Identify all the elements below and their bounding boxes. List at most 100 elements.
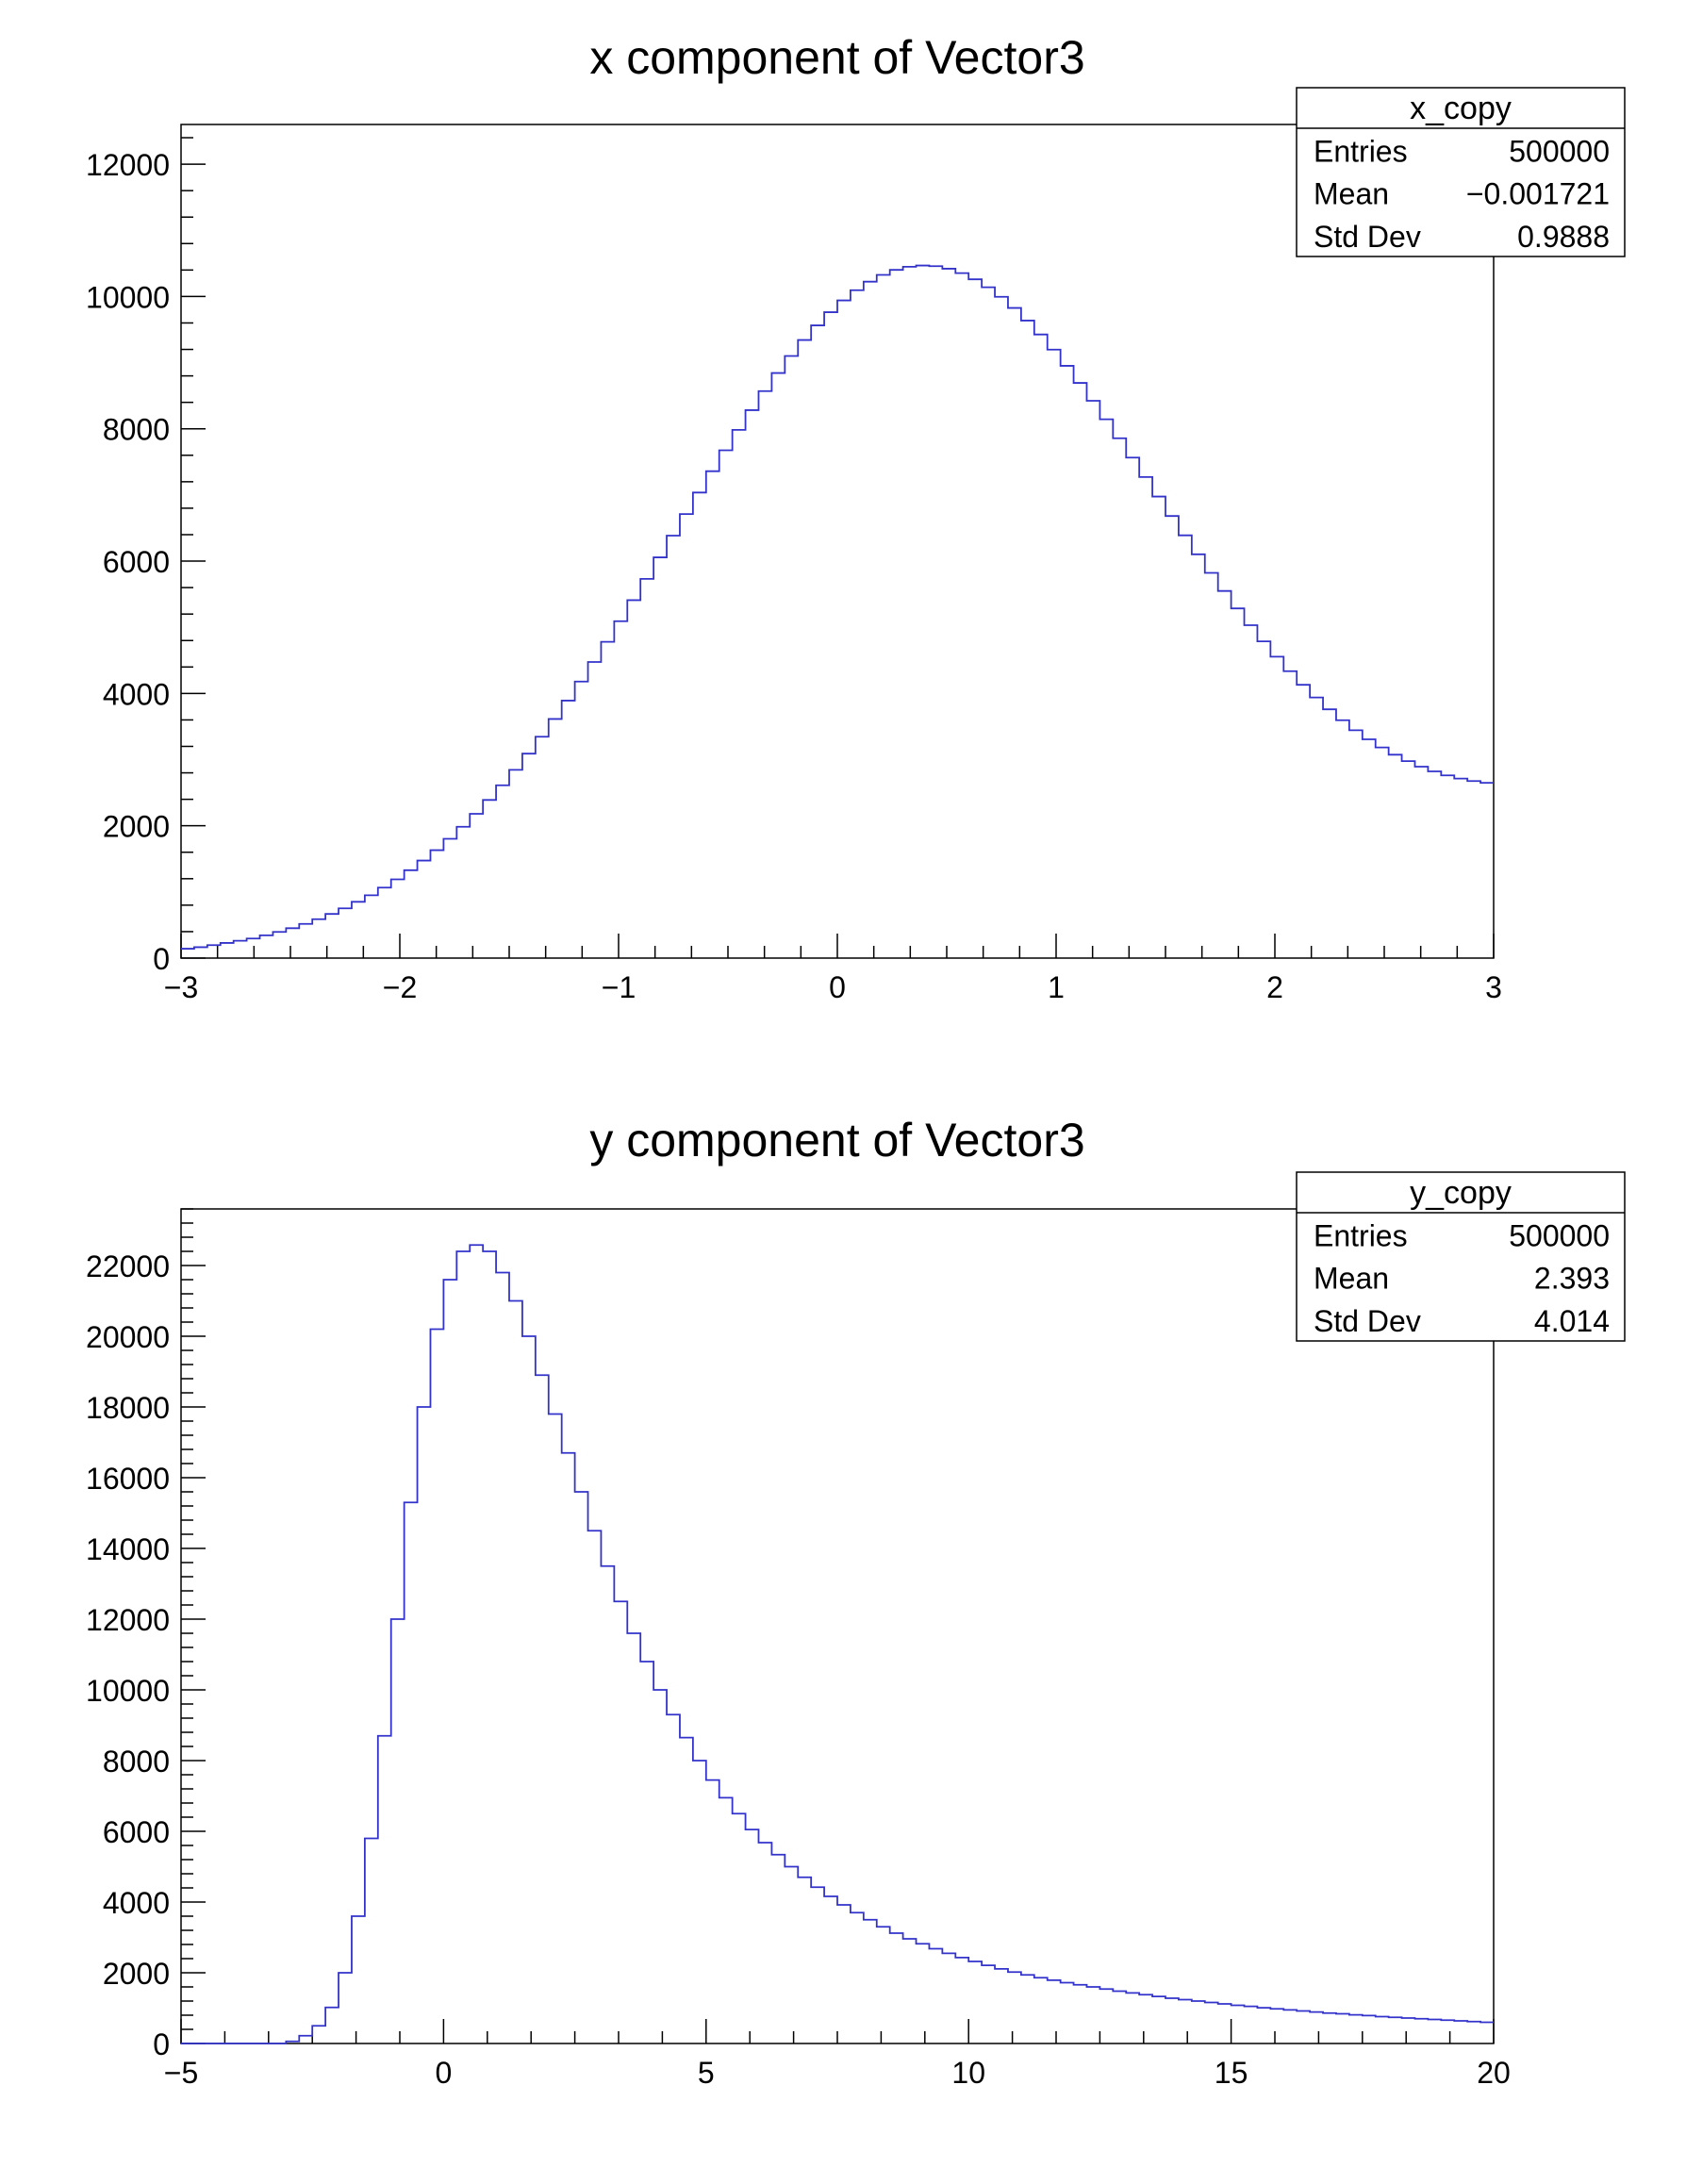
histogram-bin bbox=[1323, 709, 1336, 958]
y-tick-label: 18000 bbox=[86, 1391, 170, 1425]
histogram-bin bbox=[824, 1896, 837, 2043]
x-tick-label: 2 bbox=[1266, 970, 1283, 1004]
histogram-bin bbox=[378, 1736, 391, 2043]
histogram-bin bbox=[588, 1530, 602, 2043]
y-tick-label: 8000 bbox=[103, 413, 170, 447]
histogram-bin bbox=[1283, 2010, 1297, 2043]
stats-label: Entries bbox=[1314, 134, 1408, 168]
x-tick-label: 0 bbox=[829, 970, 846, 1004]
histogram-bin bbox=[418, 1407, 431, 2043]
histogram-bin bbox=[706, 1780, 719, 2043]
histogram-bin bbox=[443, 839, 456, 958]
histogram-bin bbox=[1270, 2009, 1283, 2043]
histogram-bin bbox=[614, 1601, 627, 2043]
y-tick-label: 8000 bbox=[103, 1745, 170, 1779]
histogram-bin bbox=[680, 1738, 693, 2043]
x-tick-label: 3 bbox=[1485, 970, 1502, 1004]
stats-value: 4.014 bbox=[1534, 1304, 1610, 1338]
histogram-bin bbox=[771, 373, 785, 958]
histogram-bin bbox=[1165, 1998, 1179, 2043]
histogram-bin bbox=[1099, 420, 1113, 958]
histogram-bin bbox=[601, 1566, 614, 2043]
stats-value: 0.9888 bbox=[1517, 220, 1610, 254]
histogram-bin bbox=[509, 1301, 522, 2044]
histogram-bin bbox=[1099, 1989, 1113, 2043]
histogram-bin bbox=[1363, 739, 1376, 958]
histogram-bin bbox=[837, 1905, 851, 2043]
stats-label: Mean bbox=[1314, 177, 1389, 211]
histogram-bin bbox=[968, 1961, 982, 2043]
histogram-bin bbox=[365, 1839, 378, 2044]
histogram-bin bbox=[339, 908, 352, 958]
histogram-bin bbox=[456, 1251, 470, 2043]
histogram-bin bbox=[312, 2026, 325, 2043]
histogram-line bbox=[181, 264, 1494, 950]
histogram-bin bbox=[221, 943, 234, 958]
histogram-bin bbox=[851, 1912, 864, 2043]
histogram-bin bbox=[1376, 748, 1389, 958]
histogram-bin bbox=[1402, 2018, 1415, 2043]
histogram-bin bbox=[1349, 2015, 1363, 2043]
histogram-bin bbox=[667, 536, 680, 958]
histogram-bin bbox=[653, 1690, 667, 2043]
histogram-bin bbox=[1414, 2019, 1428, 2043]
histogram-bin bbox=[1283, 671, 1297, 958]
histogram-bin bbox=[1192, 2001, 1205, 2043]
histogram-bin bbox=[1152, 1996, 1165, 2043]
histogram-bin bbox=[1126, 1993, 1139, 2043]
y-tick-label: 12000 bbox=[86, 1603, 170, 1637]
histogram-bin bbox=[903, 1939, 917, 2043]
stats-label: Entries bbox=[1314, 1218, 1408, 1252]
histogram-bin bbox=[1086, 1987, 1099, 2043]
histogram-bin bbox=[1048, 1980, 1061, 2043]
histogram-bin bbox=[719, 1797, 733, 2043]
histogram-bin bbox=[1245, 625, 1258, 958]
stats-box-name: y_copy bbox=[1410, 1175, 1512, 1211]
histogram-bin bbox=[1402, 761, 1415, 958]
histogram-bin bbox=[522, 1336, 536, 2043]
y-tick-label: 10000 bbox=[86, 1674, 170, 1708]
histogram-bin bbox=[588, 662, 602, 958]
histogram-bin bbox=[234, 941, 247, 958]
histogram-bin bbox=[1008, 1972, 1021, 2043]
histogram-bin bbox=[549, 1415, 562, 2044]
histogram-bin bbox=[312, 919, 325, 958]
histogram-bin bbox=[247, 938, 260, 958]
histogram-bin bbox=[339, 1973, 352, 2043]
histogram-bin bbox=[1152, 497, 1165, 958]
histogram-bin bbox=[1205, 2003, 1218, 2044]
histogram-bin bbox=[1480, 783, 1494, 958]
histogram-bin bbox=[378, 887, 391, 958]
histogram-bin bbox=[470, 814, 483, 958]
histogram-bin bbox=[1245, 2007, 1258, 2043]
x-tick-label: −2 bbox=[383, 970, 417, 1004]
x-tick-label: −3 bbox=[164, 970, 198, 1004]
histogram-bin bbox=[562, 701, 575, 958]
histogram-bin bbox=[1270, 656, 1283, 958]
histogram-bin bbox=[1179, 536, 1192, 958]
stats-label: Mean bbox=[1314, 1262, 1389, 1296]
histogram-bin bbox=[811, 325, 824, 958]
histogram-bin bbox=[405, 1502, 418, 2043]
histogram-bin bbox=[536, 1375, 549, 2043]
histogram-bin bbox=[273, 932, 286, 958]
histogram-bin bbox=[982, 1965, 995, 2043]
histogram-bin bbox=[1034, 335, 1048, 958]
y-tick-label: 4000 bbox=[103, 677, 170, 711]
histogram-bin bbox=[1257, 641, 1270, 958]
histogram-bin bbox=[299, 2036, 312, 2043]
histogram-bin bbox=[955, 1958, 968, 2043]
histogram-bin bbox=[995, 1969, 1008, 2043]
histogram-bin bbox=[1021, 321, 1034, 958]
histogram-panel-2: y component of Vector3 0 2000 4000 6000 8000 1… bbox=[86, 1114, 1626, 2090]
histogram-bin bbox=[640, 1662, 653, 2043]
histogram-bin bbox=[325, 914, 339, 958]
histogram-bin bbox=[929, 266, 942, 958]
x-tick-label: 1 bbox=[1048, 970, 1065, 1004]
histogram-bin bbox=[1467, 2022, 1480, 2043]
histogram-bin bbox=[470, 1245, 483, 2043]
x-tick-label: −1 bbox=[602, 970, 636, 1004]
histogram-bin bbox=[771, 1855, 785, 2043]
histogram-bin bbox=[181, 949, 194, 958]
